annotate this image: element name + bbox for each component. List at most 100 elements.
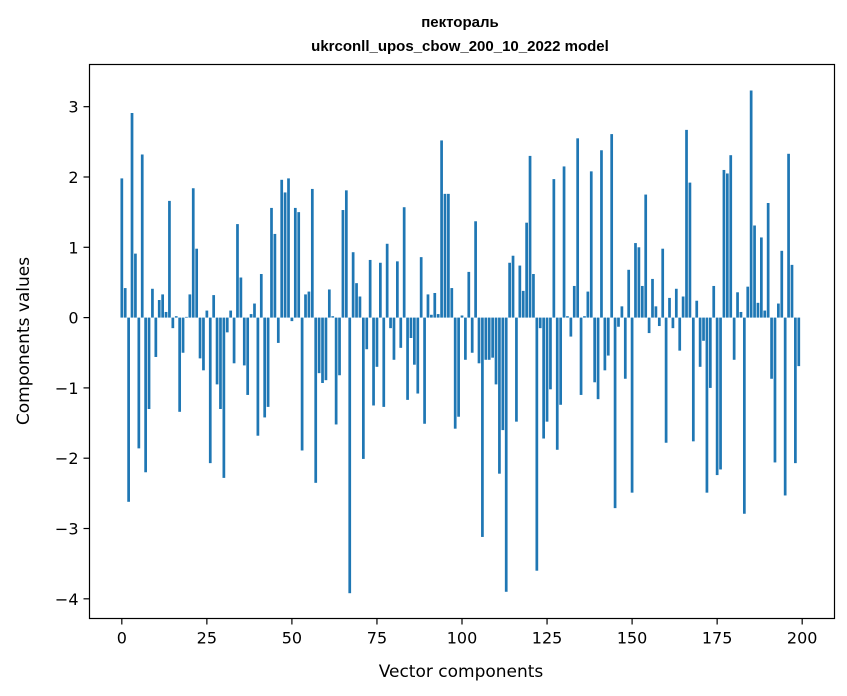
bar bbox=[640, 285, 644, 318]
bar bbox=[280, 179, 284, 318]
bar bbox=[457, 317, 460, 417]
bar bbox=[623, 317, 627, 379]
bar bbox=[379, 262, 382, 318]
bar bbox=[787, 153, 790, 318]
bar bbox=[276, 317, 280, 343]
bar bbox=[664, 317, 668, 443]
bar bbox=[725, 173, 729, 318]
bar bbox=[538, 317, 542, 329]
bar bbox=[613, 317, 617, 509]
bar bbox=[259, 274, 263, 318]
bar bbox=[674, 288, 678, 318]
bar bbox=[797, 317, 801, 367]
bar bbox=[372, 317, 375, 406]
bar bbox=[137, 317, 141, 449]
bar bbox=[348, 317, 352, 594]
bar bbox=[256, 317, 260, 436]
bar bbox=[253, 303, 256, 318]
bar bbox=[127, 317, 130, 502]
bar bbox=[402, 207, 406, 318]
y-tick-label: 3 bbox=[68, 98, 78, 117]
bar bbox=[331, 316, 335, 318]
bar bbox=[120, 178, 124, 318]
bar bbox=[736, 292, 739, 318]
bar bbox=[140, 154, 144, 318]
bar bbox=[134, 253, 137, 318]
bar bbox=[773, 317, 777, 463]
bar bbox=[579, 317, 583, 395]
bar bbox=[685, 129, 688, 318]
bar bbox=[447, 193, 450, 318]
bar bbox=[195, 248, 199, 318]
bar bbox=[661, 248, 665, 318]
bar bbox=[562, 166, 566, 318]
x-tick-label: 200 bbox=[787, 629, 818, 648]
bar bbox=[518, 265, 522, 318]
bar bbox=[542, 317, 545, 439]
bar bbox=[426, 294, 430, 318]
bar bbox=[208, 317, 212, 464]
bar bbox=[147, 317, 151, 409]
bar bbox=[555, 317, 559, 450]
x-tick-label: 50 bbox=[282, 629, 302, 648]
bar bbox=[436, 314, 440, 318]
bar bbox=[790, 264, 794, 318]
bar bbox=[603, 317, 607, 371]
bar bbox=[487, 317, 491, 360]
bar bbox=[266, 317, 270, 407]
bar bbox=[515, 317, 518, 422]
bar bbox=[783, 317, 787, 496]
bar bbox=[385, 243, 389, 318]
bar bbox=[123, 288, 127, 318]
bar bbox=[620, 306, 624, 318]
bar bbox=[389, 317, 392, 329]
bar bbox=[528, 155, 532, 318]
bar bbox=[171, 317, 175, 329]
bar bbox=[794, 317, 797, 464]
bar bbox=[688, 182, 692, 318]
bar bbox=[532, 274, 535, 318]
bar bbox=[770, 317, 773, 379]
bar bbox=[681, 296, 685, 318]
bar bbox=[290, 317, 294, 322]
bar bbox=[695, 300, 699, 318]
bar bbox=[443, 193, 447, 318]
x-axis-label: Vector components bbox=[379, 662, 544, 682]
bar bbox=[708, 317, 712, 388]
bar bbox=[154, 317, 158, 357]
bar bbox=[202, 317, 205, 371]
bar bbox=[691, 317, 695, 442]
bar bbox=[161, 294, 164, 318]
bar bbox=[365, 317, 369, 350]
bar bbox=[606, 317, 610, 356]
bar bbox=[144, 317, 147, 473]
bar bbox=[157, 300, 161, 318]
bar bbox=[236, 224, 239, 318]
bar bbox=[229, 310, 233, 318]
bar bbox=[219, 317, 222, 409]
bar bbox=[164, 311, 168, 318]
y-tick-label: −4 bbox=[55, 590, 79, 609]
bar bbox=[657, 317, 661, 327]
bar bbox=[327, 289, 331, 318]
y-tick-label: −1 bbox=[55, 379, 79, 398]
bar bbox=[382, 317, 386, 407]
bar bbox=[569, 317, 573, 337]
bar bbox=[504, 317, 508, 592]
bar bbox=[283, 192, 287, 318]
bar bbox=[610, 134, 614, 318]
bar bbox=[191, 188, 195, 318]
bar bbox=[484, 317, 488, 360]
bar bbox=[215, 317, 219, 385]
bar bbox=[188, 294, 192, 318]
bar bbox=[310, 188, 314, 318]
chart-title: пектораль bbox=[421, 14, 498, 31]
bar bbox=[760, 237, 763, 318]
bar bbox=[549, 317, 552, 390]
bar bbox=[273, 233, 277, 318]
bar bbox=[583, 316, 586, 318]
bar bbox=[763, 310, 767, 318]
bar bbox=[467, 271, 471, 318]
bar bbox=[630, 317, 634, 493]
